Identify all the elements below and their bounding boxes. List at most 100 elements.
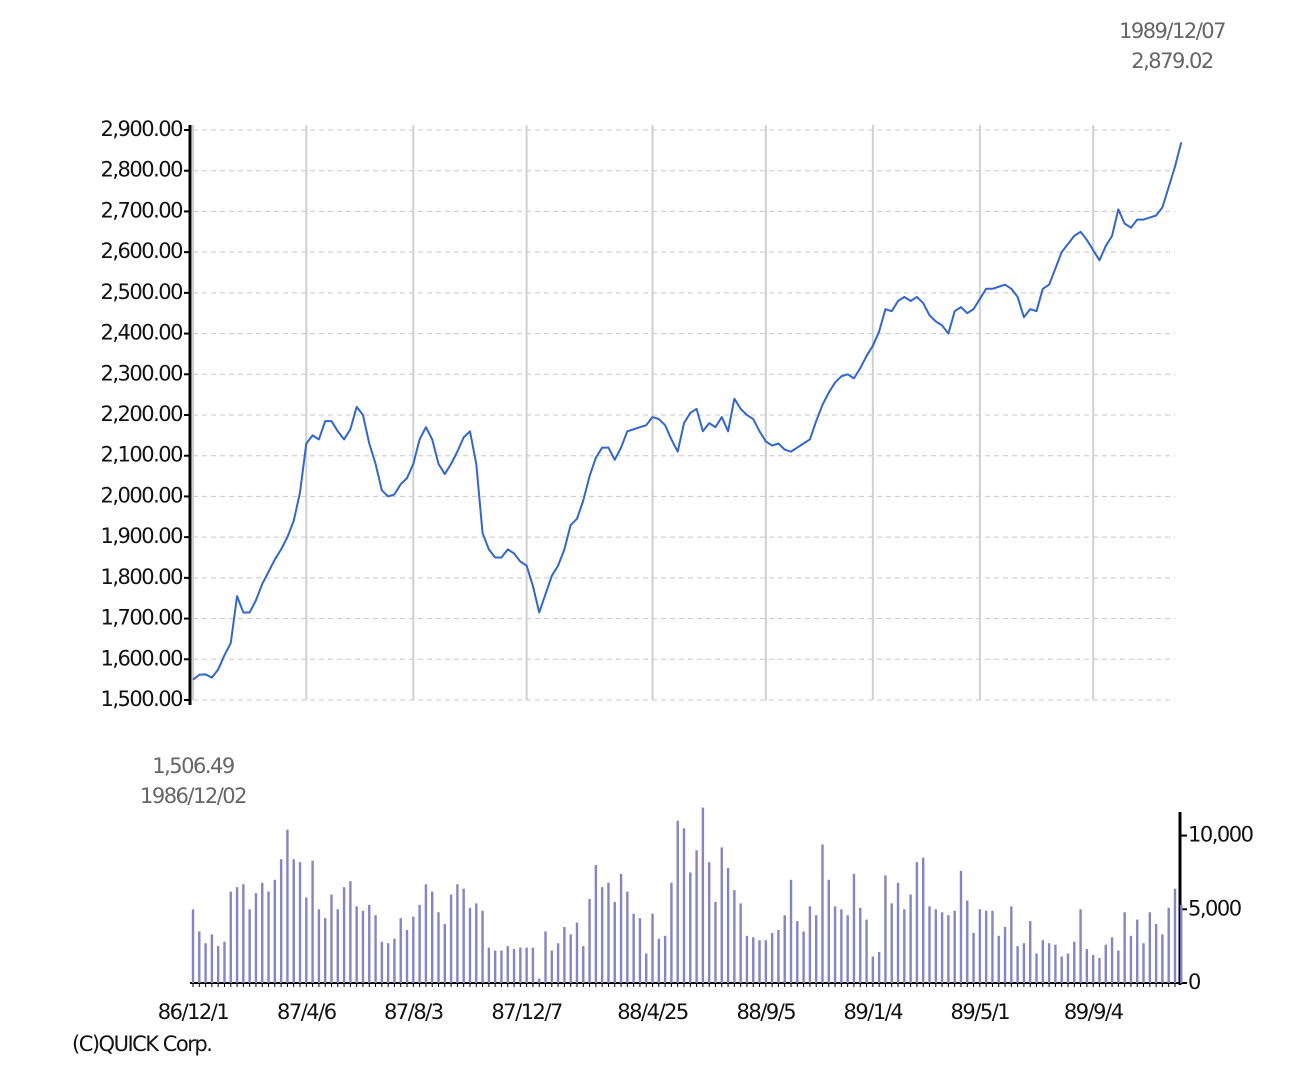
- volume-bar: [657, 938, 661, 983]
- volume-bar: [607, 882, 610, 983]
- start-date: 1986/12/02: [140, 784, 246, 808]
- end-value: 2,879.02: [1131, 49, 1213, 73]
- volume-bar: [1129, 935, 1133, 983]
- volume-bar: [934, 909, 937, 983]
- volume-bar: [317, 909, 321, 983]
- volume-bar: [676, 820, 679, 983]
- volume-bar: [903, 909, 906, 983]
- volume-bar: [991, 910, 994, 983]
- volume-bar: [279, 859, 283, 983]
- volume-bar: [796, 921, 799, 983]
- y-tick-label: 2,100.00: [100, 443, 182, 467]
- volume-bar: [298, 862, 302, 983]
- volume-bar: [1173, 888, 1177, 983]
- price-line: [192, 141, 1183, 681]
- volume-bar: [645, 953, 648, 983]
- volume-bar: [468, 907, 472, 983]
- volume-bar: [1079, 909, 1082, 983]
- volume-bar: [720, 847, 723, 983]
- volume-bar: [777, 929, 780, 983]
- volume-bar: [770, 932, 774, 983]
- volume-bar: [1066, 953, 1070, 983]
- volume-bar: [588, 898, 591, 983]
- volume-bar: [701, 807, 705, 983]
- volume-bar: [481, 910, 484, 983]
- volume-bar: [216, 946, 220, 983]
- volume-bar: [896, 882, 900, 983]
- y-tick-label: 1,500.00: [100, 687, 182, 711]
- volume-bar: [966, 900, 969, 983]
- volume-bar: [323, 918, 327, 983]
- volume-bar: [1022, 943, 1026, 983]
- volume-bar: [1123, 912, 1126, 983]
- volume-bar: [1003, 926, 1007, 983]
- volume-bar: [210, 934, 214, 983]
- volume-bar: [928, 906, 931, 983]
- volume-bar: [405, 929, 409, 983]
- y-tick-label: 2,700.00: [100, 198, 182, 222]
- volume-bar: [286, 829, 289, 983]
- y-tick-label: 2,000.00: [100, 483, 182, 507]
- start-value: 1,506.49: [152, 754, 234, 778]
- volume-bar: [556, 943, 560, 983]
- volume-bar: [242, 884, 245, 983]
- volume-bar: [1091, 954, 1095, 983]
- volume-bar: [1117, 950, 1120, 983]
- volume-bar: [1110, 937, 1114, 983]
- volume-bar: [223, 941, 226, 983]
- volume-bar: [254, 893, 258, 983]
- volume-bar: [1154, 924, 1158, 983]
- volume-bar: [1167, 907, 1170, 983]
- volume-bar: [670, 882, 673, 983]
- volume-bar: [493, 950, 497, 983]
- y-tick-label: 2,200.00: [100, 402, 182, 426]
- volume-bar: [852, 873, 856, 983]
- x-tick-label: 86/12/1: [158, 1000, 229, 1024]
- volume-bar: [368, 904, 371, 983]
- volume-bar: [840, 909, 843, 983]
- volume-bar: [1085, 949, 1089, 983]
- volume-bar: [531, 947, 535, 983]
- volume-bar: [1136, 919, 1139, 983]
- volume-bar: [997, 935, 1000, 983]
- volume-bar: [380, 941, 384, 983]
- volume-bar: [978, 909, 982, 983]
- volume-bar: [745, 935, 749, 983]
- credit: (C)QUICK Corp.: [72, 1032, 211, 1056]
- volume-bar: [733, 890, 736, 983]
- x-tick-label: 88/4/25: [617, 1000, 688, 1024]
- volume-bar: [399, 918, 402, 983]
- volume-bar: [739, 903, 742, 983]
- volume-bar: [814, 915, 818, 983]
- volume-bar: [342, 887, 346, 983]
- volume-bar: [695, 850, 698, 983]
- y-tick-label: 2,400.00: [100, 321, 182, 345]
- x-tick-label: 87/4/6: [277, 1000, 337, 1024]
- volume-bar: [940, 912, 944, 983]
- volume-bar: [519, 947, 522, 983]
- volume-bar: [600, 887, 604, 983]
- volume-bar: [273, 879, 277, 983]
- x-tick-label: 87/8/3: [384, 1000, 443, 1024]
- volume-bar: [802, 931, 805, 983]
- volume-bar: [349, 881, 352, 983]
- volume-bar: [789, 879, 793, 983]
- volume-bar: [456, 884, 459, 983]
- x-tick-label: 89/5/1: [951, 1000, 1010, 1024]
- x-tick-label: 89/1/4: [844, 1000, 904, 1024]
- volume-bar: [638, 918, 642, 983]
- volume-bar: [972, 932, 975, 983]
- volume-bar: [632, 913, 635, 983]
- volume-bar: [462, 888, 465, 983]
- volume-bar: [1016, 946, 1019, 983]
- volume-bar: [305, 897, 308, 983]
- volume-bar: [947, 915, 950, 983]
- y-tick-label: 2,800.00: [100, 158, 182, 182]
- volume-bar: [821, 844, 824, 983]
- volume-bar: [707, 862, 711, 983]
- volume-bar: [846, 915, 849, 983]
- volume-bar: [959, 870, 963, 983]
- volume-bar: [393, 938, 396, 983]
- volume-bar: [726, 868, 730, 983]
